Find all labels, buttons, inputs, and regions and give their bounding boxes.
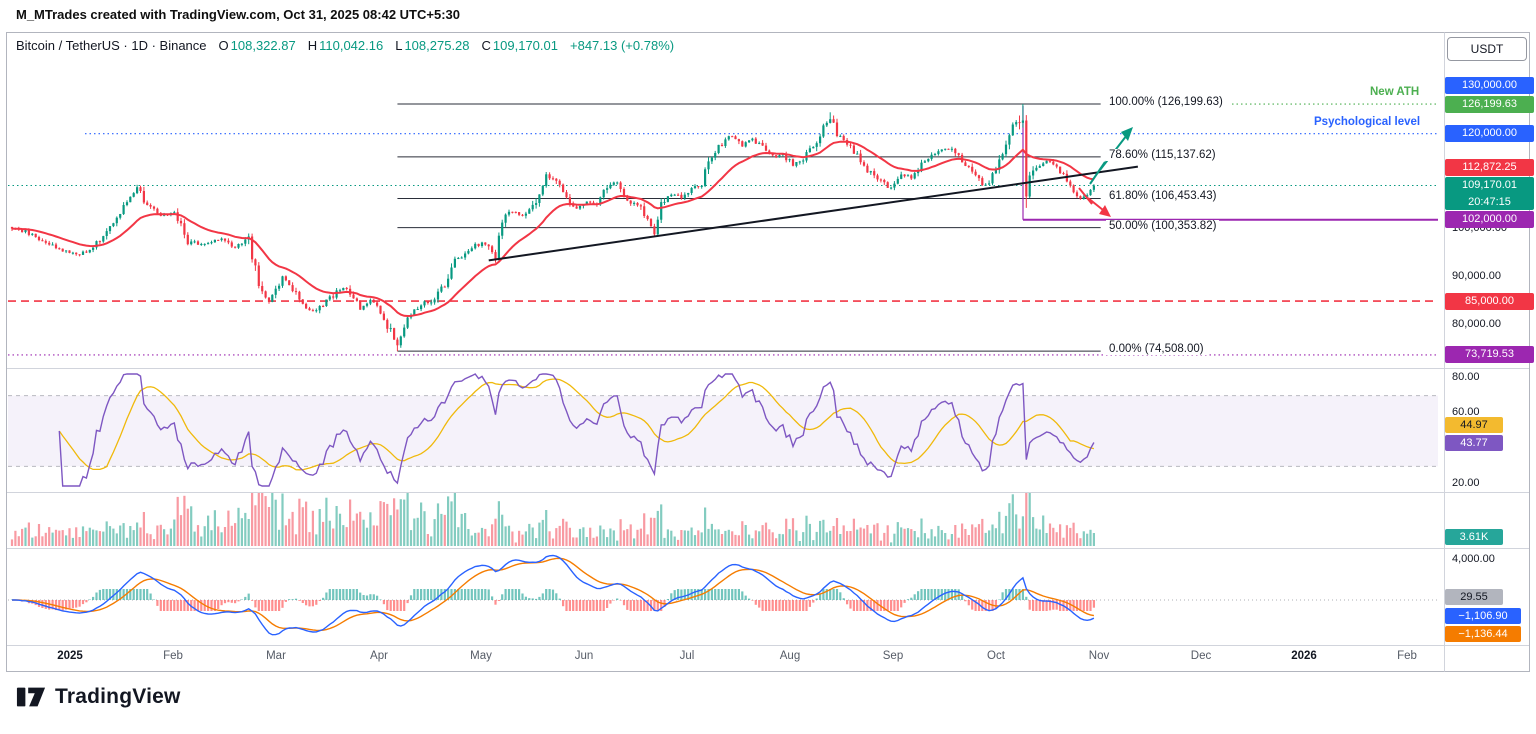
time-label-month: Jun xyxy=(574,650,594,662)
price-badge: 112,872.25 xyxy=(1445,159,1534,177)
close-value: 109,170.01 xyxy=(492,38,558,53)
time-label-year: 2026 xyxy=(1291,650,1317,662)
low-ohlc: L 108,275.28 xyxy=(395,38,469,53)
high-label: H xyxy=(307,38,318,53)
symbol-legend[interactable]: Bitcoin / TetherUS · 1D · Binance O 108,3… xyxy=(16,38,674,53)
time-label-month: Mar xyxy=(266,650,286,662)
price-badge: 102,000.00 xyxy=(1445,211,1534,229)
rsi-tick-label: 20.00 xyxy=(1452,477,1480,489)
change-value: +847.13 (+0.78%) xyxy=(570,38,675,53)
time-label-month: Feb xyxy=(1397,650,1417,662)
currency-toggle-button[interactable]: USDT xyxy=(1447,37,1527,61)
attribution-text: M_MTrades created with TradingView.com, … xyxy=(16,7,460,22)
low-value: 108,275.28 xyxy=(404,38,470,53)
time-label-month: Jul xyxy=(679,650,695,662)
fib-label[interactable]: 61.80% (106,453.43) xyxy=(1106,190,1220,203)
close-label: C xyxy=(481,38,491,53)
time-label-month: Apr xyxy=(370,650,388,662)
rsi-value-badge: 43.77 xyxy=(1445,435,1503,451)
rsi-ma-badge: 44.97 xyxy=(1445,417,1503,433)
price-badge: 85,000.00 xyxy=(1445,292,1534,310)
attribution-bar: M_MTrades created with TradingView.com, … xyxy=(0,0,1536,30)
high-value: 110,042.16 xyxy=(319,38,384,53)
time-label-month: Sep xyxy=(882,650,904,662)
time-label-month: Feb xyxy=(163,650,183,662)
tradingview-logo-icon xyxy=(16,687,46,707)
macd-signal-badge: −1,136.44 xyxy=(1445,626,1521,642)
time-label-month: Oct xyxy=(987,650,1005,662)
price-badge: 126,199.63 xyxy=(1445,95,1534,113)
price-badge: 120,000.00 xyxy=(1445,125,1534,143)
macd-hist-badge: 29.55 xyxy=(1445,589,1503,605)
current-price-badge: 109,170.01 20:47:15 xyxy=(1445,177,1534,210)
macd-line-badge: −1,106.90 xyxy=(1445,608,1521,624)
volume-badge: 3.61K xyxy=(1445,529,1503,545)
price-tick-label: 90,000.00 xyxy=(1452,270,1501,283)
close-ohlc: C 109,170.01 xyxy=(482,38,558,53)
open-label: O xyxy=(218,38,229,53)
psychological-level-annotation[interactable]: Psychological level xyxy=(1312,116,1423,128)
time-label-month: Dec xyxy=(1190,650,1212,662)
macd-axis-label: 4,000.00 xyxy=(1452,553,1495,565)
time-label-month: Aug xyxy=(779,650,801,662)
fib-label[interactable]: 78.60% (115,137.62) xyxy=(1106,148,1219,161)
time-label-month: Nov xyxy=(1088,650,1110,662)
fib-label[interactable]: 100.00% (126,199.63) xyxy=(1106,96,1226,108)
high-ohlc: H 110,042.16 xyxy=(308,38,384,53)
time-label-month: May xyxy=(470,650,492,662)
open-value: 108,322.87 xyxy=(230,38,296,53)
current-price-value: 109,170.01 xyxy=(1461,179,1518,191)
fib-label[interactable]: 50.00% (100,353.82) xyxy=(1106,219,1220,232)
price-badge: 130,000.00 xyxy=(1445,77,1534,95)
price-badge: 73,719.53 xyxy=(1445,346,1534,364)
tradingview-logo[interactable]: TradingView xyxy=(16,684,181,710)
rsi-tick-label: 80.00 xyxy=(1452,371,1480,383)
candle-countdown: 20:47:15 xyxy=(1468,195,1511,208)
time-label-year: 2025 xyxy=(57,650,83,662)
price-tick-label: 80,000.00 xyxy=(1452,317,1501,330)
rsi-tick-label: 60.00 xyxy=(1452,406,1480,419)
fib-label[interactable]: 0.00% (74,508.00) xyxy=(1106,343,1207,356)
low-label: L xyxy=(395,38,403,53)
new-ath-annotation[interactable]: New ATH xyxy=(1368,86,1422,98)
open-ohlc: O 108,322.87 xyxy=(219,38,296,53)
tradingview-logo-text: TradingView xyxy=(55,685,181,708)
symbol-title[interactable]: Bitcoin / TetherUS · 1D · Binance xyxy=(16,38,207,53)
